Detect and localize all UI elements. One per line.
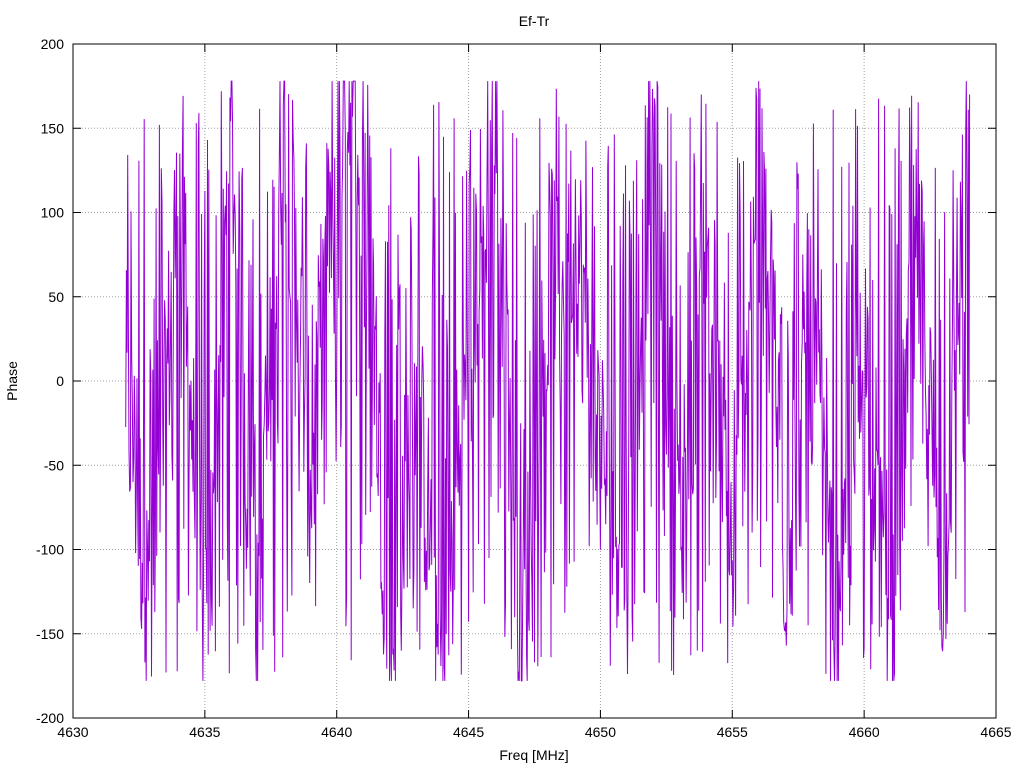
x-tick-label: 4635 <box>189 724 220 740</box>
y-tick-label: 100 <box>41 205 65 221</box>
y-tick-label: -150 <box>36 626 64 642</box>
y-axis-label: Phase <box>4 361 20 401</box>
x-tick-label: 4660 <box>849 724 880 740</box>
chart-title: Ef-Tr <box>519 13 550 29</box>
phase-series-line <box>125 80 971 682</box>
y-tick-label: 0 <box>56 373 64 389</box>
x-tick-label: 4650 <box>585 724 616 740</box>
y-tick-label: 200 <box>41 36 65 52</box>
x-tick-label: 4640 <box>321 724 352 740</box>
axis-ticks <box>72 43 997 719</box>
x-tick-labels: 4630 4635 4640 4645 4650 4655 4660 4665 <box>57 724 1011 740</box>
y-tick-label: 50 <box>48 289 64 305</box>
x-tick-label: 4655 <box>717 724 748 740</box>
y-tick-label: -50 <box>44 457 64 473</box>
y-tick-label: 150 <box>41 120 65 136</box>
y-tick-label: -200 <box>36 710 64 726</box>
y-tick-labels: -200 -150 -100 -50 0 50 100 150 200 <box>36 36 64 726</box>
x-tick-label: 4645 <box>453 724 484 740</box>
y-tick-label: -100 <box>36 542 64 558</box>
x-tick-label: 4630 <box>57 724 88 740</box>
x-tick-label: 4665 <box>980 724 1011 740</box>
x-axis-label: Freq [MHz] <box>499 747 568 763</box>
